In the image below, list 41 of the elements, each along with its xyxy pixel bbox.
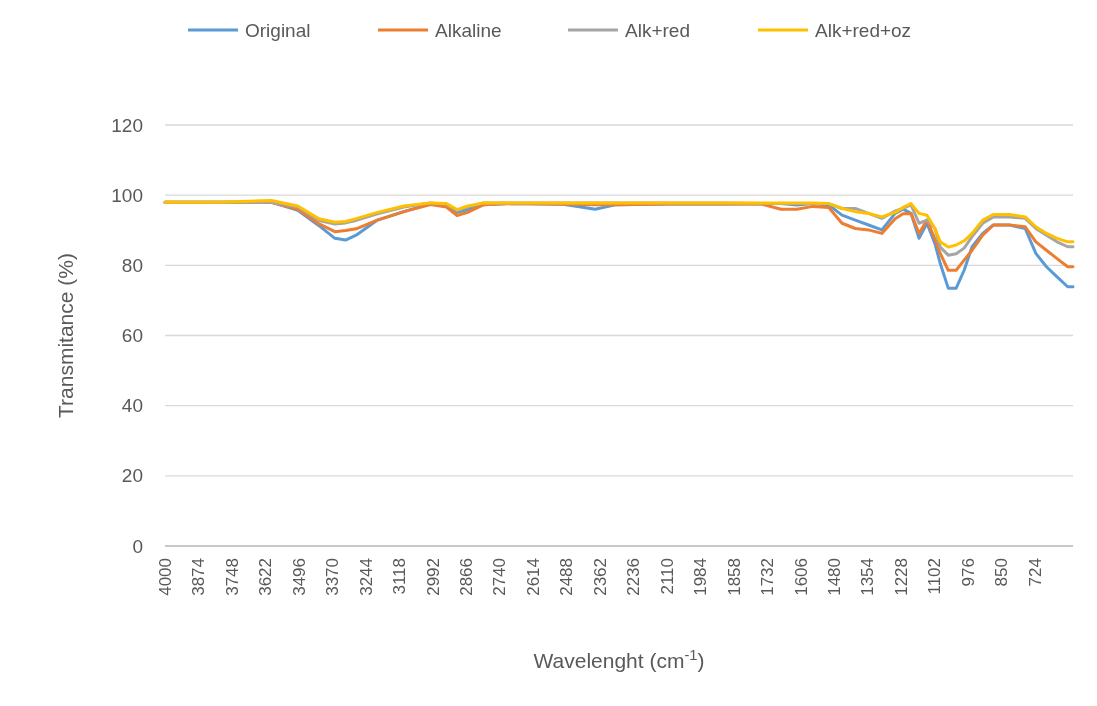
x-tick-label: 3244: [356, 558, 376, 596]
x-tick-label: 1102: [925, 558, 945, 595]
x-tick-label: 2488: [557, 558, 577, 596]
legend-label: Alk+red+oz: [815, 19, 912, 41]
x-tick-label: 724: [1025, 558, 1045, 587]
x-tick-label: 1732: [758, 558, 778, 596]
x-tick-label: 1354: [858, 558, 878, 596]
x-tick-label: 2740: [490, 558, 510, 596]
x-tick-label: 976: [958, 558, 978, 587]
y-tick-label: 20: [121, 465, 143, 487]
x-tick-label: 2614: [523, 558, 543, 596]
y-axis-title: Transmitance (%): [54, 253, 77, 418]
x-tick-label: 1228: [891, 558, 911, 596]
y-tick-label: 80: [121, 254, 143, 276]
x-tick-label: 2992: [423, 558, 443, 596]
x-tick-label: 4000: [155, 558, 175, 596]
x-tick-label: 3370: [323, 558, 343, 596]
x-tick-label: 2362: [590, 558, 610, 596]
x-tick-label: 1858: [724, 558, 744, 596]
legend-label: Alkaline: [435, 19, 502, 41]
y-tick-label: 100: [111, 184, 143, 206]
x-tick-label: 3118: [390, 558, 410, 595]
legend-label: Original: [245, 19, 311, 41]
line-series: [163, 198, 1075, 249]
x-tick-label: 1606: [791, 558, 811, 596]
x-tick-label: 3748: [222, 558, 242, 596]
y-tick-label: 60: [121, 325, 143, 347]
y-tick-label: 0: [132, 535, 143, 557]
x-tick-label: 3874: [189, 558, 209, 596]
y-tick-label: 120: [111, 114, 143, 136]
x-tick-label: 3496: [289, 558, 309, 596]
x-tick-label: 850: [992, 558, 1012, 587]
x-tick-label: 3622: [256, 558, 276, 596]
legend-label: Alk+red: [625, 19, 690, 41]
y-tick-label: 40: [121, 395, 143, 417]
x-axis-title: Wavelenght (cm$^{-1}$): [533, 647, 705, 672]
x-tick-label: 2236: [624, 558, 644, 596]
x-tick-label: 2866: [457, 558, 477, 596]
x-tick-label: 1480: [825, 558, 844, 596]
x-tick-label: 2110: [657, 558, 677, 595]
x-tick-label: 1984: [691, 558, 711, 596]
